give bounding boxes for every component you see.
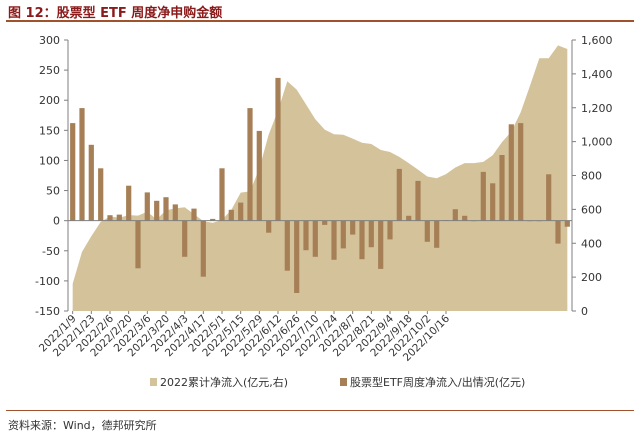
weekly-flow-bar <box>284 220 290 271</box>
weekly-flow-bar <box>79 108 85 221</box>
weekly-flow-bar <box>499 155 505 221</box>
weekly-flow-bar <box>219 168 225 221</box>
weekly-flow-bar <box>518 123 524 221</box>
weekly-flow-bar <box>415 180 421 221</box>
weekly-flow-bar <box>387 220 393 240</box>
weekly-flow-bar <box>303 220 309 251</box>
left-tick-label: 0 <box>53 215 60 228</box>
weekly-flow-bar <box>88 144 94 221</box>
weekly-flow-bar <box>424 220 430 242</box>
right-tick-label: 1,400 <box>581 68 613 81</box>
right-tick-label: 400 <box>581 237 602 250</box>
weekly-flow-bar <box>508 124 514 221</box>
title-rule <box>6 20 634 22</box>
weekly-flow-bar <box>480 171 486 221</box>
weekly-flow-bar <box>135 220 141 269</box>
weekly-flow-bar <box>172 204 178 221</box>
figure-title: 图 12：股票型 ETF 周度净申购金额 <box>8 6 223 21</box>
source-note: 资料来源：Wind，德邦研究所 <box>8 419 157 432</box>
weekly-flow-bar <box>98 168 104 221</box>
right-tick-label: 1,000 <box>581 136 613 149</box>
right-tick-label: 0 <box>581 305 588 318</box>
legend-area-label: 2022累计净流入(亿元,右) <box>160 375 288 389</box>
weekly-flow-bar <box>191 208 197 221</box>
weekly-flow-bar <box>154 200 160 221</box>
cumulative-inflow-area <box>72 45 568 312</box>
weekly-flow-bar <box>247 108 253 221</box>
weekly-flow-bar <box>144 192 150 221</box>
weekly-flow-bar <box>163 197 169 221</box>
legend-bar-label: 股票型ETF周度净流入/出情况(亿元) <box>350 375 525 389</box>
left-tick-label: 300 <box>39 34 60 47</box>
left-tick-label: -100 <box>35 275 60 288</box>
weekly-flow-bar <box>378 220 384 269</box>
left-tick-label: -150 <box>35 305 60 318</box>
weekly-flow-bar <box>462 215 468 221</box>
right-tick-label: 800 <box>581 170 602 183</box>
right-tick-label: 1,200 <box>581 102 613 115</box>
weekly-flow-bar <box>331 220 337 260</box>
weekly-flow-bar <box>116 214 122 221</box>
weekly-flow-bar <box>452 209 458 221</box>
legend-bar-swatch <box>340 378 347 386</box>
left-tick-label: -50 <box>42 245 60 258</box>
weekly-flow-bar <box>200 220 206 277</box>
right-tick-label: 600 <box>581 203 602 216</box>
weekly-flow-bar <box>238 202 244 221</box>
weekly-flow-bar <box>256 130 262 221</box>
weekly-flow-bar <box>396 168 402 221</box>
weekly-flow-bar <box>228 209 234 221</box>
weekly-flow-bar <box>107 215 113 221</box>
weekly-flow-bar <box>294 220 300 293</box>
weekly-flow-bar <box>126 185 132 221</box>
weekly-flow-bar <box>182 220 188 257</box>
weekly-flow-bar <box>406 215 412 221</box>
left-tick-label: 250 <box>39 64 60 77</box>
right-tick-label: 200 <box>581 271 602 284</box>
bottom-rule <box>6 410 634 411</box>
weekly-flow-bar <box>555 220 561 244</box>
legend-area-swatch <box>150 378 157 386</box>
left-tick-label: 50 <box>46 185 60 198</box>
left-tick-label: 150 <box>39 124 60 137</box>
weekly-flow-bar <box>322 220 328 225</box>
weekly-flow-bar <box>275 77 281 221</box>
weekly-flow-bar <box>312 220 318 257</box>
weekly-flow-bar <box>368 220 374 248</box>
right-tick-label: 1,600 <box>581 34 613 47</box>
weekly-flow-bar <box>350 220 356 235</box>
left-tick-label: 100 <box>39 154 60 167</box>
weekly-flow-bar <box>490 183 496 221</box>
weekly-flow-bar <box>359 220 365 260</box>
left-tick-label: 200 <box>39 94 60 107</box>
weekly-flow-bar <box>546 174 552 221</box>
weekly-flow-bar <box>210 218 216 221</box>
weekly-flow-bar <box>266 220 272 233</box>
weekly-flow-bar <box>340 220 346 249</box>
weekly-flow-bar <box>434 220 440 248</box>
weekly-flow-bar <box>70 123 76 221</box>
weekly-flow-bar <box>564 220 570 227</box>
